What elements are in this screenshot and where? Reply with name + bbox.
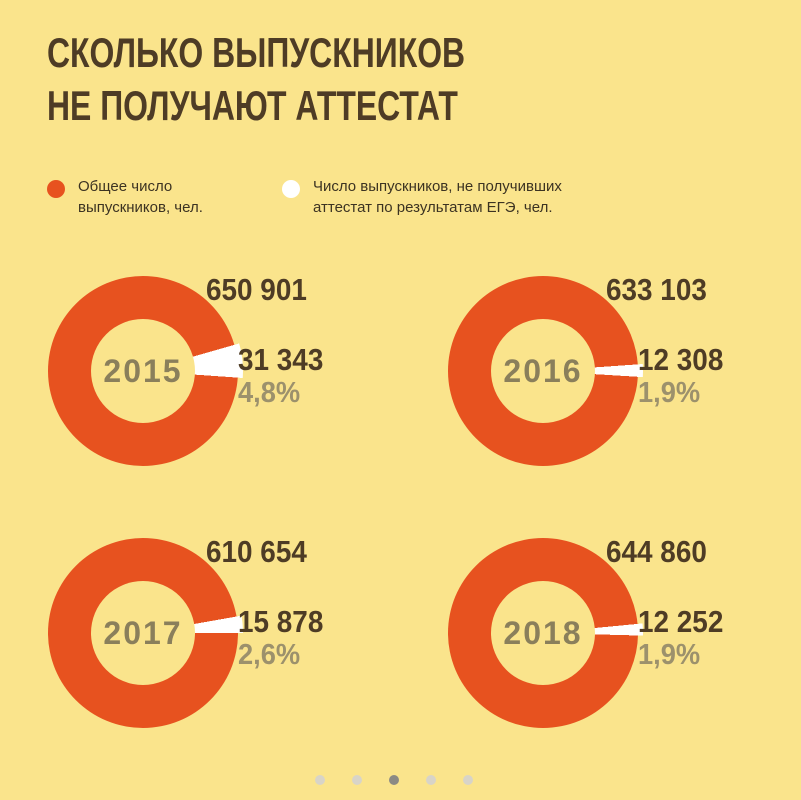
total-value-label: 610 654: [206, 534, 307, 569]
total-value-label: 644 860: [606, 534, 707, 569]
donut-hole: 2017: [91, 581, 195, 685]
donut-hole: 2016: [491, 319, 595, 423]
legend-total-dot-icon: [47, 180, 65, 198]
donut-chart-2018: 2018: [443, 533, 643, 733]
failed-value-label: 15 878: [238, 604, 324, 639]
carousel-dot-4[interactable]: [426, 775, 436, 785]
donut-group-2015: 2015 650 901 31 343 4,8%: [43, 271, 418, 516]
total-value-label: 633 103: [606, 272, 707, 307]
failed-value-label: 12 308: [638, 342, 724, 377]
donut-hole: 2015: [91, 319, 195, 423]
failed-percent-label: 4,8%: [238, 377, 301, 409]
failed-value-label: 31 343: [238, 342, 324, 377]
donut-chart-2017: 2017: [43, 533, 243, 733]
donut-chart-2015: 2015: [43, 271, 243, 471]
legend-failed-dot-icon: [282, 180, 300, 198]
year-label: 2015: [103, 352, 183, 389]
page-title-line1: СКОЛЬКО ВЫПУСКНИКОВ: [47, 29, 466, 76]
failed-percent-label: 2,6%: [238, 639, 301, 671]
donut-group-2016: 2016 633 103 12 308 1,9%: [443, 271, 801, 516]
legend-total-label-line2: выпускников, чел.: [78, 199, 203, 216]
page-title: СКОЛЬКО ВЫПУСКНИКОВ НЕ ПОЛУЧАЮТ АТТЕСТАТ: [47, 26, 465, 132]
total-value-label: 650 901: [206, 272, 307, 307]
donut-hole: 2018: [491, 581, 595, 685]
donut-group-2018: 2018 644 860 12 252 1,9%: [443, 533, 801, 778]
legend-total-label-line1: Общее число: [78, 178, 173, 195]
legend-failed-label: Число выпускников, не получивших аттеста…: [313, 176, 593, 218]
year-label: 2017: [103, 614, 183, 651]
failed-percent-label: 1,9%: [638, 377, 701, 409]
carousel-dot-1[interactable]: [315, 775, 325, 785]
year-label: 2016: [503, 352, 583, 389]
legend-total-label: Общее число выпускников, чел.: [78, 176, 358, 218]
legend-failed-label-line2: аттестат по результатам ЕГЭ, чел.: [313, 199, 553, 216]
carousel-dot-5[interactable]: [463, 775, 473, 785]
page-title-line2: НЕ ПОЛУЧАЮТ АТТЕСТАТ: [47, 82, 458, 129]
failed-percent-label: 1,9%: [638, 639, 701, 671]
donut-chart-2016: 2016: [443, 271, 643, 471]
legend-failed-label-line1: Число выпускников, не получивших: [313, 178, 562, 195]
carousel-pagination: [315, 775, 473, 785]
carousel-dot-2[interactable]: [352, 775, 362, 785]
failed-value-label: 12 252: [638, 604, 724, 639]
carousel-dot-3-active[interactable]: [389, 775, 399, 785]
donut-group-2017: 2017 610 654 15 878 2,6%: [43, 533, 418, 778]
year-label: 2018: [503, 614, 583, 651]
